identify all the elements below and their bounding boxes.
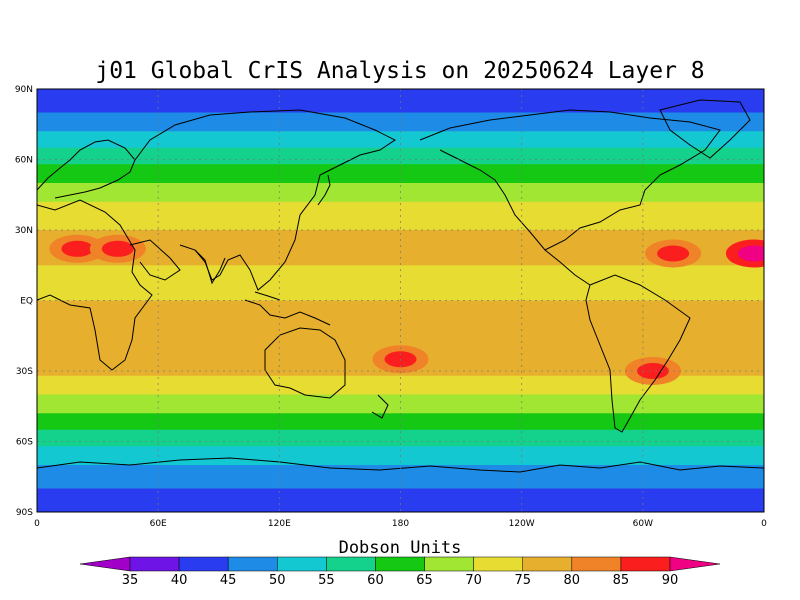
colorbar-swatch: [277, 556, 327, 572]
ozone-band: [37, 112, 764, 132]
ozone-field: [37, 89, 764, 512]
ozone-maximum: [101, 240, 134, 257]
colorbar-min-arrow: [79, 556, 131, 572]
coastline-new-zealand: [371, 394, 389, 419]
colorbar-swatch: [571, 556, 622, 572]
coastline-india: [194, 249, 226, 285]
ozone-band: [37, 413, 764, 431]
coastline-australia: [264, 327, 346, 399]
ozone-band: [37, 131, 764, 149]
colorbar-tick-label: 70: [465, 573, 482, 588]
map-frame: [36, 88, 765, 513]
ozone-band: [37, 265, 764, 302]
coastline-asia: [134, 109, 396, 291]
map-title: j01 Global CrIS Analysis on 20250624 Lay…: [95, 58, 704, 84]
colorbar-swatch: [375, 556, 425, 572]
ozone-band: [37, 375, 764, 396]
colorbar-tick-label: 55: [318, 573, 335, 588]
ozone-band: [37, 488, 764, 512]
coastline-africa: [37, 199, 153, 371]
colorbar-tick-label: 50: [269, 573, 286, 588]
colorbar-tick-label: 80: [564, 573, 581, 588]
colorbar-tick-label: 60: [367, 573, 384, 588]
coastline-central-america: [544, 249, 591, 286]
latitude-tick-label: 90S: [16, 508, 33, 518]
grid-lines: [37, 89, 764, 512]
ozone-maximum: [657, 245, 690, 262]
colorbar-swatch: [424, 556, 474, 572]
coastline-arabia: [129, 239, 181, 281]
longitude-tick-label: 120E: [268, 519, 291, 529]
latitude-tick-label: 60S: [16, 438, 33, 448]
latitude-tick-label: 30S: [16, 367, 33, 377]
colorbar-tick-label: 40: [171, 573, 188, 588]
coastlines: [37, 99, 764, 473]
colorbar-swatch: [522, 556, 573, 572]
coastline-indonesia: [244, 291, 331, 326]
ozone-maximum: [737, 245, 764, 262]
longitude-tick-label: 60W: [633, 519, 653, 529]
longitude-tick-label: 120W: [509, 519, 535, 529]
coastline-japan: [317, 174, 331, 206]
longitude-ticks: 0 60E 120E 180 120W 60W 0: [34, 519, 767, 529]
ozone-maximum: [61, 240, 94, 257]
longitude-tick-label: 0: [761, 519, 767, 529]
ozone-band: [37, 394, 764, 414]
latitude-tick-label: 30N: [15, 226, 33, 236]
ozone-maximum: [636, 363, 669, 379]
colorbar-swatch: [620, 556, 671, 572]
coastline-antarctica: [37, 457, 764, 473]
colorbar-tick-label: 75: [514, 573, 531, 588]
colorbar: 35 40 45 50 55 60 65 70 75 80 85 90: [79, 556, 721, 588]
colorbar-swatch: [326, 556, 376, 572]
colorbar-tick-label: 45: [220, 573, 237, 588]
coastline-south-america: [585, 274, 691, 433]
latitude-tick-label: 60N: [15, 156, 33, 166]
latitude-tick-label: 90N: [15, 85, 33, 95]
colorbar-max-arrow: [669, 556, 721, 572]
latitude-tick-label: EQ: [20, 297, 33, 307]
coastline-greenland: [659, 99, 751, 159]
longitude-tick-label: 180: [392, 519, 409, 529]
regional-features: [49, 234, 764, 385]
colorbar-swatch: [178, 556, 229, 572]
colorbar-title: Dobson Units: [339, 538, 462, 558]
colorbar-tick-label: 85: [613, 573, 630, 588]
longitude-tick-label: 60E: [150, 519, 167, 529]
colorbar-tick-label: 65: [416, 573, 433, 588]
latitude-ticks: 90N 60N 30N EQ 30S 60S 90S: [15, 85, 33, 518]
coastline-europe: [37, 139, 136, 199]
colorbar-swatch: [129, 556, 180, 572]
colorbar-swatch: [473, 556, 523, 572]
colorbar-tick-label: 90: [662, 573, 679, 588]
colorbar-swatch: [227, 556, 278, 572]
colorbar-tick-label: 35: [122, 573, 139, 588]
longitude-tick-label: 0: [34, 519, 40, 529]
